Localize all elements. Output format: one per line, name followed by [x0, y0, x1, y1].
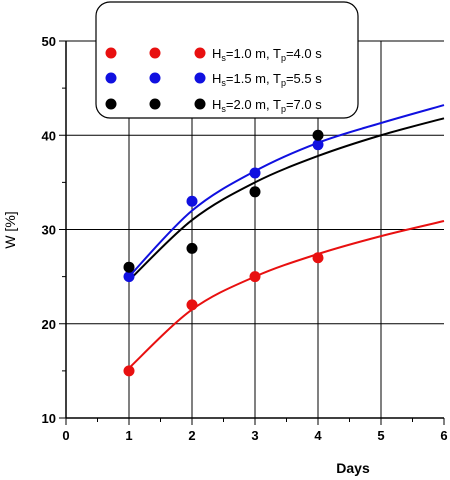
y-axis-title: W [%] [2, 211, 18, 248]
y-tick-label: 40 [42, 128, 56, 143]
legend-text-part: =1.0 m, T [226, 46, 281, 61]
legend-text-part: =7.0 s [286, 97, 322, 112]
tick-labels: 0 1 2 3 4 5 6 10 20 30 40 50 [42, 34, 448, 443]
legend-text-part: H [212, 71, 221, 86]
legend-label: Hs=1.5 m, Tp=5.5 s [212, 71, 322, 88]
x-tick-label: 6 [440, 428, 447, 443]
legend-marker [105, 72, 117, 84]
legend-subscript: p [281, 78, 286, 88]
legend-subscript: p [281, 53, 286, 63]
data-point-series-3 [186, 242, 198, 254]
y-tick-label: 10 [42, 411, 56, 426]
fit-curves [128, 104, 445, 369]
data-point-series-1 [249, 271, 261, 283]
legend-text-part: H [212, 97, 221, 112]
x-tick-label: 3 [251, 428, 258, 443]
x-axis-title: Days [336, 460, 370, 476]
legend-marker [194, 72, 206, 84]
x-tick-label: 5 [377, 428, 384, 443]
data-point-series-3 [249, 186, 261, 198]
legend-marker [149, 47, 161, 59]
data-point-series-3 [123, 261, 135, 273]
fit-curve-series-3 [128, 117, 445, 282]
legend-text-part: =5.5 s [286, 71, 322, 86]
data-point-series-1 [123, 365, 135, 377]
legend-subscript: p [281, 104, 286, 114]
legend-label: Hs=1.0 m, Tp=4.0 s [212, 46, 322, 63]
legend-marker [149, 72, 161, 84]
fit-curve-series-1 [128, 220, 445, 369]
legend-subscript: s [221, 53, 226, 63]
legend-marker [105, 47, 117, 59]
legend-text-part: =2.0 m, T [226, 97, 281, 112]
legend-subscript: s [221, 104, 226, 114]
legend-marker [194, 98, 206, 110]
axes [59, 40, 445, 425]
data-point-series-2 [249, 167, 261, 179]
data-point-series-2 [186, 195, 198, 207]
y-tick-label: 20 [42, 317, 56, 332]
data-points [123, 129, 324, 377]
x-tick-label: 4 [314, 428, 322, 443]
fit-curve-series-2 [128, 104, 445, 278]
data-point-series-1 [312, 252, 324, 264]
legend: Hs=1.0 m, Tp=4.0 sHs=1.5 m, Tp=5.5 sHs=2… [95, 1, 359, 119]
legend-subscript: s [221, 78, 226, 88]
data-point-series-1 [186, 299, 198, 311]
x-tick-label: 1 [125, 428, 132, 443]
x-tick-label: 0 [62, 428, 69, 443]
legend-marker [194, 47, 206, 59]
legend-marker [105, 98, 117, 110]
y-tick-label: 30 [42, 223, 56, 238]
legend-text-part: =4.0 s [286, 46, 322, 61]
legend-text-part: H [212, 46, 221, 61]
legend-label: Hs=2.0 m, Tp=7.0 s [212, 97, 322, 114]
data-point-series-3 [312, 129, 324, 141]
legend-marker [149, 98, 161, 110]
legend-box [95, 1, 359, 119]
data-point-series-2 [312, 139, 324, 151]
legend-text-part: =1.5 m, T [226, 71, 281, 86]
y-tick-label: 50 [42, 34, 56, 49]
x-tick-label: 2 [188, 428, 195, 443]
data-point-series-2 [123, 271, 135, 283]
